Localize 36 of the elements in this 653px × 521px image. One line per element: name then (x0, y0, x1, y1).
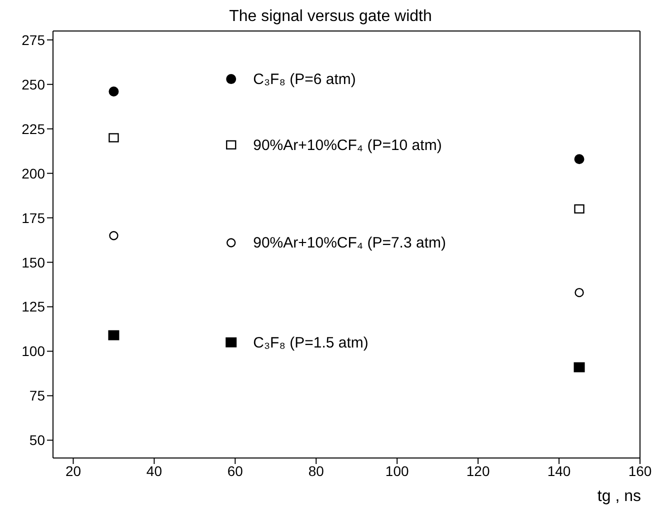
y-tick-label: 150 (22, 254, 46, 270)
point (574, 204, 584, 214)
point (108, 86, 119, 96)
x-tick-label: 20 (65, 462, 82, 479)
x-tick-label: 160 (628, 462, 652, 479)
point (226, 337, 237, 348)
chart-title: The signal versus gate width (228, 8, 433, 26)
x-tick-label: 80 (308, 462, 324, 479)
y-tick-label: 275 (22, 32, 46, 48)
y-tick-label: 200 (22, 165, 46, 182)
point (574, 362, 585, 372)
x-tick-label: 140 (547, 462, 571, 479)
x-axis-title: tg , ns (597, 488, 641, 506)
point (574, 154, 584, 164)
x-tick-label: 100 (385, 462, 409, 479)
point (226, 74, 236, 84)
y-tick-label: 125 (22, 298, 46, 315)
y-tick-label: 225 (22, 120, 46, 137)
x-tick-label: 40 (146, 462, 162, 479)
point (226, 140, 236, 150)
point (226, 238, 236, 248)
y-tick-label: 100 (22, 343, 46, 360)
series-label: C₃F₈ (P=1.5 atm) (253, 334, 368, 352)
x-tick-label: 120 (466, 462, 490, 479)
series-label: 90%Ar+10%CF₄ (P=7.3 atm) (253, 234, 446, 252)
point (108, 330, 120, 340)
y-tick-label: 50 (29, 432, 46, 448)
series-label: C₃F₈ (P=6 atm) (253, 71, 356, 88)
point (109, 231, 118, 240)
series-label: 90%Ar+10%CF₄ (P=10 atm) (253, 136, 442, 154)
y-tick-label: 75 (29, 388, 46, 404)
point (108, 133, 119, 142)
point (574, 288, 584, 298)
y-tick-label: 175 (22, 210, 46, 226)
y-tick-label: 250 (22, 76, 46, 92)
x-tick-label: 60 (227, 462, 244, 479)
